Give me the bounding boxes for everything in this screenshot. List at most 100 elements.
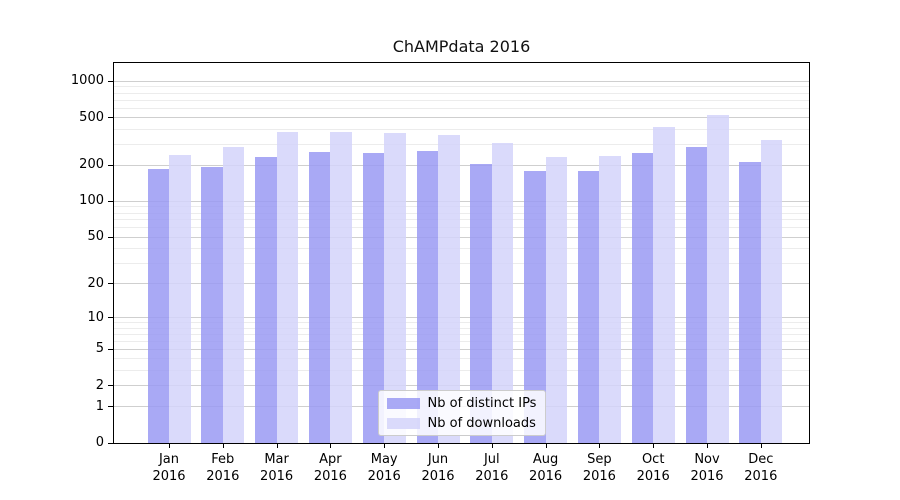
y-tick-mark [108, 385, 113, 386]
bar-nb-of-downloads-4 [330, 132, 352, 443]
y-tick-mark [108, 349, 113, 350]
x-tick-mark [276, 443, 278, 448]
legend-swatch [386, 397, 420, 409]
gridline-major [114, 385, 809, 386]
x-tick-label: Apr 2016 [313, 452, 347, 484]
bar-nb-of-distinct-ips-7 [470, 163, 492, 443]
bar-nb-of-downloads-1 [169, 155, 191, 443]
gridline-major [114, 283, 809, 284]
gridline-minor [114, 144, 809, 145]
x-tick-mark [599, 443, 601, 448]
gridline-minor [114, 219, 809, 220]
bar-nb-of-downloads-6 [438, 135, 460, 443]
legend-item: Nb of downloads [386, 415, 536, 431]
x-tick-label: Dec 2016 [744, 452, 778, 484]
gridline-major [114, 81, 809, 82]
y-tick-mark [108, 406, 113, 407]
gridline-minor [114, 334, 809, 335]
bar-nb-of-downloads-11 [707, 115, 729, 443]
y-tick-label: 50 [87, 229, 104, 245]
x-tick-label: Jan 2016 [152, 452, 186, 484]
x-tick-mark [222, 443, 224, 448]
y-tick-mark [108, 165, 113, 166]
gridline-major [114, 237, 809, 238]
x-tick-label: May 2016 [367, 452, 401, 484]
x-tick-label: Sep 2016 [582, 452, 616, 484]
y-tick-mark [108, 117, 113, 118]
legend: Nb of distinct IPs Nb of downloads [377, 390, 546, 436]
x-tick-label: Nov 2016 [690, 452, 724, 484]
gridline-minor [114, 358, 809, 359]
gridline-minor [114, 328, 809, 329]
x-tick-label: Jul 2016 [475, 452, 509, 484]
legend-item: Nb of distinct IPs [386, 395, 537, 411]
x-tick-mark [384, 443, 386, 448]
x-tick-mark [545, 443, 547, 448]
bar-nb-of-downloads-7 [491, 143, 514, 443]
y-tick-label: 5 [95, 341, 104, 357]
gridline-minor [114, 206, 809, 207]
legend-label: Nb of downloads [427, 415, 536, 431]
y-tick-label: 10 [87, 309, 104, 325]
gridline-major [114, 201, 809, 202]
bar-nb-of-distinct-ips-1 [147, 169, 169, 443]
bar-nb-of-distinct-ips-6 [416, 150, 438, 443]
bar-nb-of-distinct-ips-3 [255, 157, 277, 443]
bar-nb-of-distinct-ips-10 [631, 153, 654, 443]
bar-nb-of-distinct-ips-4 [308, 151, 331, 443]
x-tick-mark [707, 443, 708, 448]
gridline-minor [114, 86, 809, 87]
bar-nb-of-distinct-ips-5 [362, 153, 385, 443]
gridline-major [114, 117, 809, 118]
gridline-minor [114, 93, 809, 94]
bar-nb-of-distinct-ips-11 [685, 147, 707, 443]
chart-title: ChAMPdata 2016 [392, 37, 531, 56]
y-tick-mark [108, 237, 113, 238]
gridline-minor [114, 370, 809, 371]
x-tick-mark [491, 443, 493, 448]
x-tick-mark [438, 443, 439, 448]
x-tick-label: Jun 2016 [421, 452, 455, 484]
gridline-minor [114, 213, 809, 214]
y-tick-mark [108, 443, 113, 444]
gridline-minor [114, 227, 809, 228]
bar-nb-of-downloads-12 [760, 140, 783, 443]
y-tick-label: 100 [79, 193, 104, 209]
bar-nb-of-distinct-ips-2 [201, 166, 223, 443]
gridline-minor [114, 108, 809, 109]
y-tick-label: 500 [79, 109, 104, 125]
bar-nb-of-distinct-ips-8 [524, 170, 546, 443]
y-tick-mark [108, 201, 113, 202]
y-tick-label: 1000 [70, 73, 104, 89]
x-tick-mark [653, 443, 655, 448]
y-tick-label: 1 [95, 398, 104, 414]
y-tick-mark [108, 283, 113, 284]
gridline-major [114, 165, 809, 166]
y-tick-mark [108, 317, 113, 318]
gridline-minor [114, 341, 809, 342]
gridline-minor [114, 129, 809, 130]
legend-swatch [386, 417, 420, 429]
bar-nb-of-downloads-10 [653, 127, 675, 443]
gridline-minor [114, 263, 809, 264]
bar-nb-of-downloads-3 [276, 132, 299, 443]
gridline-minor [114, 322, 809, 323]
plot-area: 0 1 2 5 10 20 50 100 200 500 1000 Jan 2016 Feb 2016 M… [71, 62, 810, 484]
plot-inner: 0 1 2 5 10 20 50 100 200 500 1000 Jan 2016 Feb 2016 M… [71, 63, 809, 484]
gridline-major [114, 349, 809, 350]
x-tick-mark [760, 443, 762, 448]
y-tick-label: 2 [95, 377, 104, 393]
x-tick-label: Aug 2016 [529, 452, 563, 484]
x-tick-label: Feb 2016 [206, 452, 240, 484]
y-tick-label: 0 [95, 435, 104, 450]
y-tick-label: 200 [79, 157, 104, 173]
bar-nb-of-downloads-8 [545, 157, 568, 443]
gridline-major [114, 317, 809, 318]
bar-nb-of-downloads-2 [222, 147, 245, 443]
x-tick-label: Oct 2016 [636, 452, 670, 484]
bar-nb-of-distinct-ips-12 [739, 161, 761, 443]
bar-nb-of-downloads-9 [599, 155, 621, 443]
x-tick-mark [169, 443, 170, 448]
legend-label: Nb of distinct IPs [427, 395, 537, 411]
